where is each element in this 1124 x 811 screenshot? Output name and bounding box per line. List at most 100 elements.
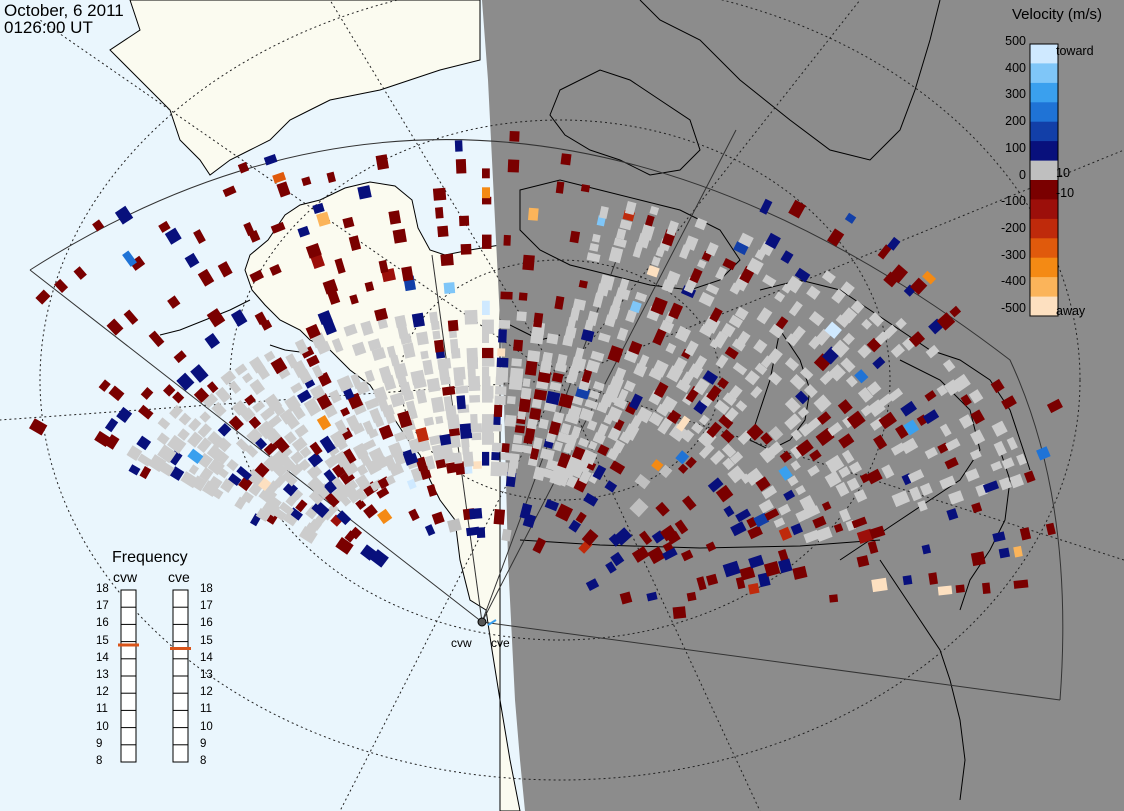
scatter-cell bbox=[172, 391, 185, 404]
scatter-cell bbox=[443, 396, 453, 412]
scatter-cell bbox=[241, 491, 254, 504]
colorbar-tick-label: -500 bbox=[1000, 301, 1026, 315]
scatter-cell bbox=[686, 591, 697, 602]
scatter-cell bbox=[303, 397, 322, 417]
scatter-cell bbox=[722, 457, 735, 471]
scatter-cell bbox=[948, 490, 965, 505]
scatter-cell bbox=[746, 423, 764, 441]
scatter-cell bbox=[430, 320, 440, 331]
frequency-tick-cve: 17 bbox=[200, 600, 213, 613]
scatter-cell bbox=[881, 464, 895, 479]
scatter-cell bbox=[443, 282, 456, 294]
radar-label-cvw: cvw bbox=[451, 636, 472, 650]
scatter-cell bbox=[279, 408, 296, 425]
scatter-cell bbox=[553, 441, 564, 452]
scatter-cell bbox=[167, 295, 181, 309]
scatter-cell bbox=[549, 381, 562, 392]
scatter-cell bbox=[607, 345, 624, 363]
scatter-cell bbox=[468, 376, 481, 392]
scatter-cell bbox=[305, 323, 321, 340]
scatter-cell bbox=[220, 369, 237, 386]
scatter-cell bbox=[867, 540, 879, 554]
scatter-cell bbox=[126, 445, 143, 462]
scatter-cell bbox=[565, 434, 578, 451]
frequency-tick-cvw: 12 bbox=[96, 686, 109, 699]
scatter-cell bbox=[504, 414, 517, 427]
scatter-cell bbox=[665, 270, 681, 285]
scatter-cell bbox=[439, 433, 453, 446]
scatter-cell bbox=[423, 416, 435, 427]
scatter-cell bbox=[652, 328, 667, 346]
scatter-cell bbox=[651, 459, 664, 472]
scatter-cell bbox=[964, 468, 980, 482]
scatter-cell bbox=[597, 444, 610, 457]
scatter-cell bbox=[518, 292, 528, 301]
scatter-cell bbox=[625, 309, 637, 323]
scatter-cell bbox=[207, 431, 225, 449]
scatter-cell bbox=[609, 460, 626, 475]
scatter-cell bbox=[592, 464, 607, 481]
scatter-cell bbox=[300, 346, 315, 359]
scatter-cell bbox=[482, 187, 490, 199]
scatter-cell bbox=[328, 389, 342, 404]
scatter-cell bbox=[634, 473, 651, 490]
scatter-cell bbox=[917, 500, 928, 512]
scatter-cell bbox=[673, 357, 688, 372]
scatter-cell bbox=[199, 411, 211, 423]
scatter-cell bbox=[377, 317, 389, 330]
scatter-cell bbox=[697, 259, 707, 269]
frequency-tick-cve: 12 bbox=[200, 686, 213, 699]
colorbar-tick-label: 0 bbox=[1019, 167, 1026, 182]
scatter-cell bbox=[448, 329, 458, 339]
scatter-cell bbox=[680, 549, 694, 562]
scatter-cell bbox=[705, 573, 719, 586]
scatter-cell bbox=[1023, 470, 1036, 484]
scatter-cell bbox=[35, 289, 51, 305]
scatter-cell bbox=[612, 439, 626, 454]
scatter-cell bbox=[767, 371, 783, 386]
scatter-cell bbox=[969, 449, 982, 461]
scatter-cell bbox=[928, 572, 938, 585]
scatter-cell bbox=[376, 508, 393, 525]
colorbar-side-label: toward bbox=[1056, 44, 1094, 58]
scatter-cell bbox=[333, 450, 351, 468]
scatter-cell bbox=[426, 484, 438, 497]
scatter-cell bbox=[212, 488, 224, 500]
scatter-cell bbox=[838, 433, 855, 449]
colorbar-tick-label: -400 bbox=[1000, 274, 1026, 289]
scatter-cell bbox=[846, 477, 860, 492]
scatter-cell bbox=[317, 310, 333, 326]
scatter-cell bbox=[283, 431, 297, 445]
scatter-cell bbox=[330, 514, 343, 527]
scatter-cell bbox=[754, 362, 768, 376]
scatter-cell bbox=[577, 437, 590, 448]
radar-label-cve: cve bbox=[491, 636, 510, 650]
scatter-cell bbox=[566, 404, 582, 421]
scatter-cell bbox=[435, 207, 444, 219]
scatter-cell bbox=[349, 526, 363, 540]
scatter-cell bbox=[309, 441, 323, 456]
scatter-cell bbox=[672, 606, 687, 619]
scatter-cell bbox=[735, 400, 748, 412]
scatter-cell bbox=[838, 466, 851, 478]
scatter-cell bbox=[385, 413, 397, 425]
scatter-cell bbox=[323, 469, 337, 483]
scatter-cell bbox=[803, 505, 821, 519]
scatter-cell bbox=[924, 446, 938, 460]
scatter-cell bbox=[748, 554, 765, 569]
scatter-cell bbox=[808, 311, 825, 327]
scatter-cell bbox=[762, 274, 777, 288]
scatter-cell bbox=[840, 357, 856, 373]
scatter-cell bbox=[764, 232, 781, 250]
scatter-cell bbox=[169, 404, 184, 419]
scatter-cell bbox=[955, 584, 965, 593]
scatter-cell bbox=[297, 225, 310, 238]
scatter-cell bbox=[578, 469, 592, 485]
scatter-cell bbox=[698, 291, 715, 307]
scatter-cell bbox=[998, 477, 1012, 491]
scatter-cell bbox=[592, 292, 604, 308]
scatter-cell bbox=[411, 312, 425, 328]
scatter-cell bbox=[824, 321, 842, 339]
scatter-cell bbox=[526, 416, 538, 430]
scatter-cell bbox=[655, 247, 665, 258]
